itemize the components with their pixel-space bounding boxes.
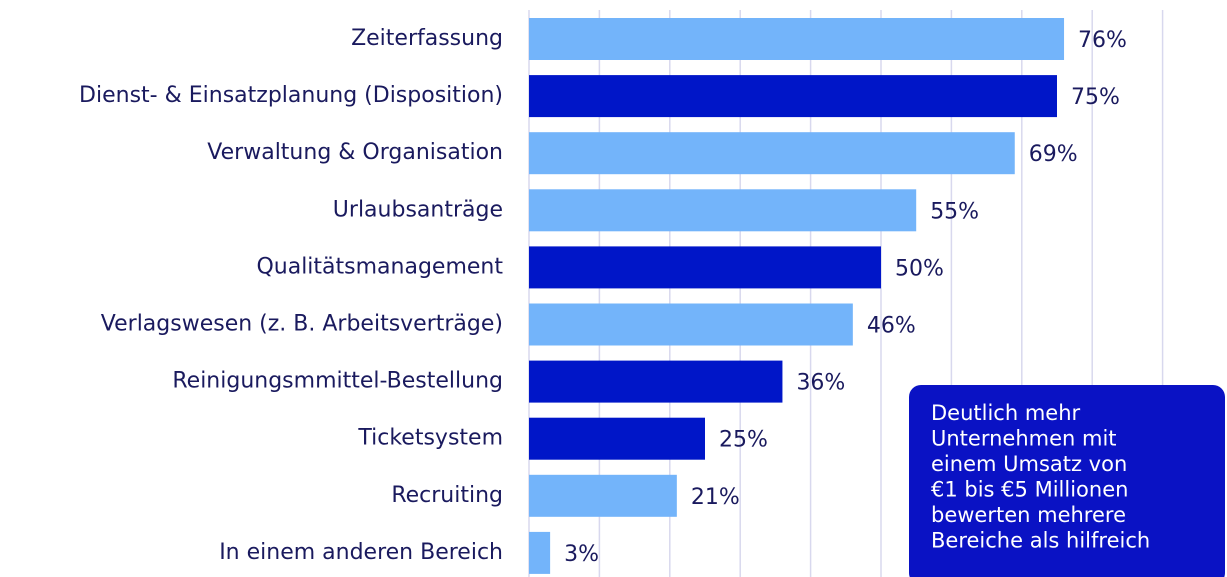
bar [529,132,1015,175]
category-label: Urlaubsanträge [333,197,503,222]
bar [529,360,783,403]
bar [529,303,853,346]
category-label: Dienst- & Einsatzplanung (Disposition) [79,83,503,108]
value-label: 46% [867,314,916,339]
annotation-text: Deutlich mehr [931,401,1081,425]
bar [529,189,917,232]
bar [529,246,881,289]
annotation-text: Bereiche als hilfreich [931,529,1150,553]
value-label: 21% [691,485,740,510]
bar [529,75,1057,118]
category-label: Reinigungsmmittel-Bestellung [172,369,503,394]
category-label: Qualitätsmanagement [256,254,503,279]
category-label: Zeiterfassung [351,26,503,51]
category-label: Verlagswesen (z. B. Arbeitsverträge) [101,312,503,337]
value-label: 50% [895,256,944,281]
category-label: Ticketsystem [357,426,503,451]
annotation-text: bewerten mehrere [931,503,1126,527]
bar [529,18,1065,60]
annotation-text: Unternehmen mit [931,427,1117,451]
annotation-text: einem Umsatz von [931,452,1127,476]
value-label: 3% [564,542,599,567]
category-label: In einem anderen Bereich [219,540,503,565]
bar [529,474,677,517]
value-label: 25% [719,428,768,453]
bar [529,417,705,460]
annotation-box [909,385,1225,577]
value-label: 69% [1029,142,1078,167]
value-label: 75% [1071,85,1120,110]
value-label: 55% [930,199,979,224]
category-label: Recruiting [391,483,503,508]
value-label: 76% [1078,28,1127,53]
bar [529,531,551,574]
category-label: Verwaltung & Organisation [207,140,503,165]
annotation-text: €1 bis €5 Millionen [931,478,1128,502]
value-label: 36% [796,371,845,396]
